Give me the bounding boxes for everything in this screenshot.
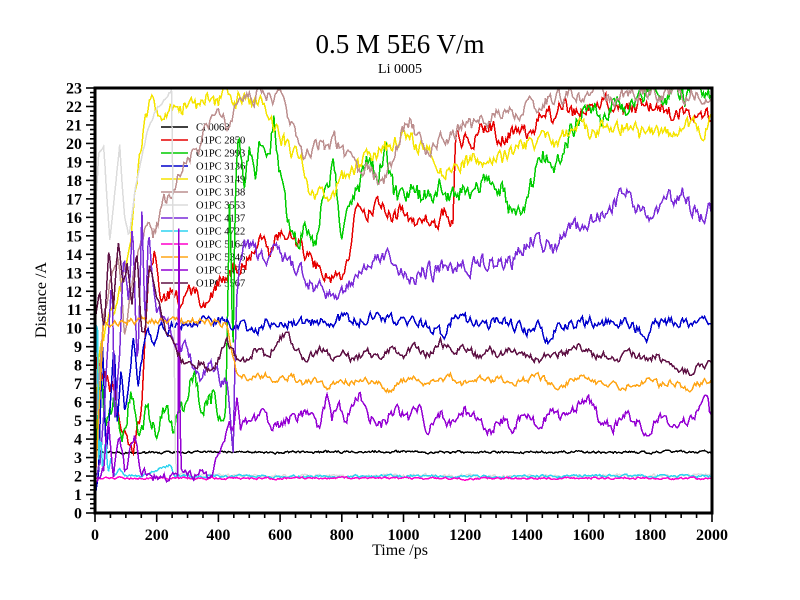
legend-label: O1PC 3553 — [196, 201, 245, 212]
svg-text:20: 20 — [66, 136, 82, 153]
svg-text:5: 5 — [74, 413, 82, 430]
series-o1pc-2993 — [95, 88, 712, 463]
plot-frame — [93, 86, 714, 515]
svg-text:21: 21 — [66, 117, 82, 134]
legend-label: O1PC 2993 — [196, 149, 245, 160]
svg-text:15: 15 — [66, 228, 82, 245]
legend-label: O1PC 2850 — [196, 136, 245, 147]
legend-label: Cl 0068 — [196, 123, 230, 134]
svg-text:22: 22 — [66, 99, 82, 116]
legend-label: O1PC 5164 — [196, 240, 246, 251]
legend-label: O1PC 4137 — [196, 214, 245, 225]
legend-label: O1PC 3149 — [196, 175, 245, 186]
svg-text:1800: 1800 — [634, 527, 666, 544]
svg-text:18: 18 — [66, 173, 82, 190]
chart-subtitle: Li 0005 — [378, 62, 422, 77]
legend-entry: O1PC 2850 — [161, 136, 245, 147]
svg-text:14: 14 — [66, 247, 82, 264]
svg-text:13: 13 — [66, 265, 82, 282]
svg-text:200: 200 — [145, 527, 169, 544]
svg-text:19: 19 — [66, 154, 82, 171]
legend-label: O1PC 3188 — [196, 188, 245, 199]
svg-text:1000: 1000 — [388, 527, 420, 544]
svg-text:17: 17 — [66, 191, 82, 208]
legend-label: O1PC 5346 — [196, 253, 245, 264]
legend-entry: O1PC 5164 — [161, 240, 246, 251]
svg-text:1200: 1200 — [449, 527, 481, 544]
series-o1pc-3136 — [95, 309, 712, 499]
series-o1pc-3553 — [95, 89, 712, 480]
x-tick-labels: 0 200 400 600 800 1000 1200 1400 1600 1800 2000 — [91, 527, 728, 544]
legend-entry: O1PC 5567 — [161, 279, 245, 290]
svg-text:8: 8 — [74, 358, 82, 375]
legend-label: O1PC 5476 — [196, 266, 245, 277]
svg-text:6: 6 — [74, 395, 82, 412]
svg-text:11: 11 — [67, 302, 82, 319]
legend-entry: O1PC 4137 — [161, 214, 245, 225]
legend-entry: O1PC 3553 — [161, 201, 245, 212]
svg-text:2: 2 — [74, 469, 82, 486]
legend-entry: O1PC 3149 — [161, 175, 245, 186]
series-o1pc-3188 — [95, 88, 712, 434]
svg-text:23: 23 — [66, 81, 82, 98]
svg-text:16: 16 — [66, 210, 82, 227]
svg-text:1: 1 — [74, 487, 82, 504]
svg-text:12: 12 — [66, 284, 82, 301]
legend-entry: O1PC 3188 — [161, 188, 245, 199]
svg-text:1600: 1600 — [573, 527, 605, 544]
series-cl-0068 — [95, 447, 712, 455]
svg-text:0: 0 — [91, 527, 99, 544]
svg-text:600: 600 — [268, 527, 292, 544]
svg-text:3: 3 — [74, 450, 82, 467]
series-o1pc-5476 — [95, 228, 712, 484]
legend-entry: Cl 0068 — [161, 123, 230, 134]
legend-entry: O1PC 5346 — [161, 253, 245, 264]
svg-text:2000: 2000 — [696, 527, 728, 544]
svg-text:7: 7 — [74, 376, 82, 393]
series-o1pc-5567 — [95, 242, 712, 377]
legend: Cl 0068 O1PC 2850 O1PC 2993 O1PC 3136 O1PC 3… — [161, 123, 246, 290]
legend-entry: O1PC 5476 — [161, 266, 245, 277]
series-o1pc-5346 — [95, 316, 712, 491]
svg-text:9: 9 — [74, 339, 82, 356]
legend-entry: O1PC 2993 — [161, 149, 245, 160]
series-o1pc-5164 — [95, 475, 712, 481]
svg-text:0: 0 — [74, 506, 82, 523]
legend-label: O1PC 3136 — [196, 162, 245, 173]
x-axis-label: Time /ps — [372, 542, 428, 559]
svg-text:10: 10 — [66, 321, 82, 338]
series-o1pc-4137 — [95, 187, 712, 477]
data-lines — [95, 88, 712, 500]
legend-label: O1PC 4722 — [196, 227, 245, 238]
chart-title: 0.5 M 5E6 V/m — [315, 29, 485, 59]
legend-label: O1PC 5567 — [196, 279, 245, 290]
svg-text:400: 400 — [206, 527, 230, 544]
svg-text:1400: 1400 — [511, 527, 543, 544]
svg-text:4: 4 — [74, 432, 82, 449]
y-axis-label: Distance /A — [33, 262, 50, 338]
svg-text:800: 800 — [330, 527, 354, 544]
legend-entry: O1PC 4722 — [161, 227, 245, 238]
legend-entry: O1PC 3136 — [161, 162, 245, 173]
